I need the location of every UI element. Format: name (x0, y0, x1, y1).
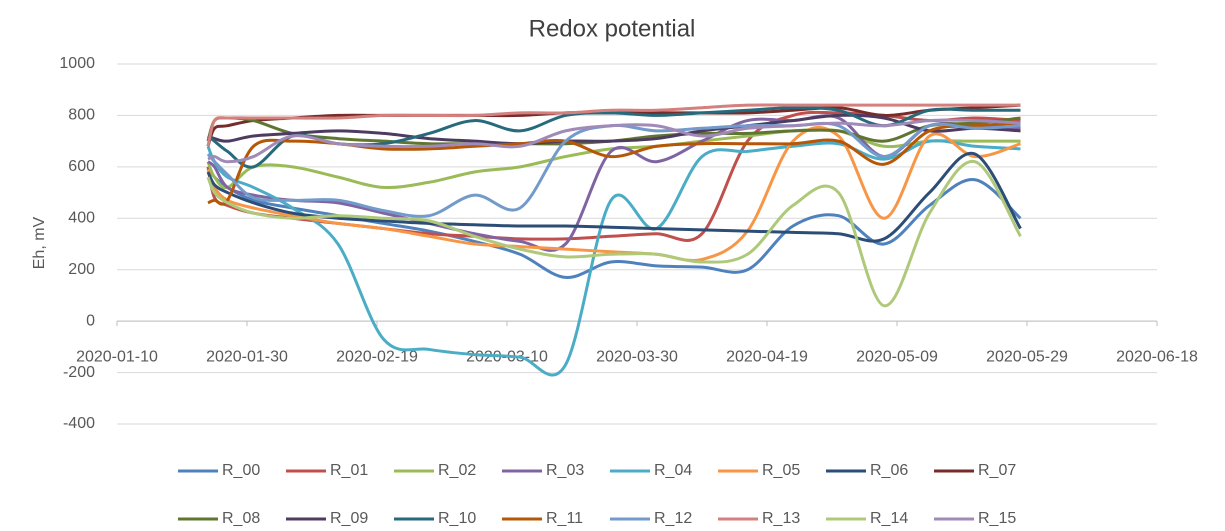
series-line (206, 116, 1021, 146)
x-tick-label: 2020-03-30 (596, 348, 678, 365)
y-tick-label: -400 (63, 415, 95, 432)
series-line (207, 121, 1021, 206)
x-tick-label: 2020-01-10 (76, 348, 158, 365)
legend-label: R_15 (978, 510, 1016, 527)
legend-label: R_05 (762, 462, 800, 479)
series-line (207, 118, 1021, 164)
legend-label: R_02 (438, 462, 476, 479)
legend-label: R_13 (762, 510, 800, 527)
legend-label: R_12 (654, 510, 692, 527)
legend-label: R_01 (330, 462, 368, 479)
series-line (206, 160, 1022, 308)
legend-label: R_06 (870, 462, 908, 479)
series-line (206, 121, 1021, 218)
x-tick-label: 2020-05-09 (856, 348, 938, 365)
legend-label: R_11 (546, 510, 583, 527)
x-tick-label: 2020-02-19 (336, 348, 418, 365)
y-tick-label: 1000 (59, 55, 95, 72)
series-line (207, 114, 1021, 252)
legend-label: R_14 (870, 510, 908, 527)
legend-label: R_03 (546, 462, 584, 479)
y-tick-label: 400 (68, 210, 95, 227)
y-tick-label: 600 (68, 158, 95, 175)
y-tick-label: 800 (68, 107, 95, 124)
series-line (206, 126, 1021, 262)
legend-label: R_10 (438, 510, 476, 527)
series-line (207, 106, 1021, 169)
y-tick-label: -200 (63, 364, 95, 381)
x-tick-label: 2020-06-18 (1116, 348, 1198, 365)
legend-label: R_00 (222, 462, 260, 479)
y-tick-label: 0 (86, 312, 95, 329)
chart-title: Redox potential (529, 15, 696, 42)
series-line (206, 103, 1021, 147)
series-line (206, 151, 1022, 243)
legend-label: R_07 (978, 462, 1016, 479)
x-tick-label: 2020-05-29 (986, 348, 1068, 365)
legend-label: R_09 (330, 510, 368, 527)
y-axis-label: Eh, mV (31, 216, 48, 269)
legend-label: R_08 (222, 510, 260, 527)
series-line (206, 128, 1021, 190)
x-tick-label: 2020-04-19 (726, 348, 808, 365)
legend-label: R_04 (654, 462, 692, 479)
y-tick-label: 200 (68, 261, 95, 278)
x-tick-label: 2020-01-30 (206, 348, 288, 365)
